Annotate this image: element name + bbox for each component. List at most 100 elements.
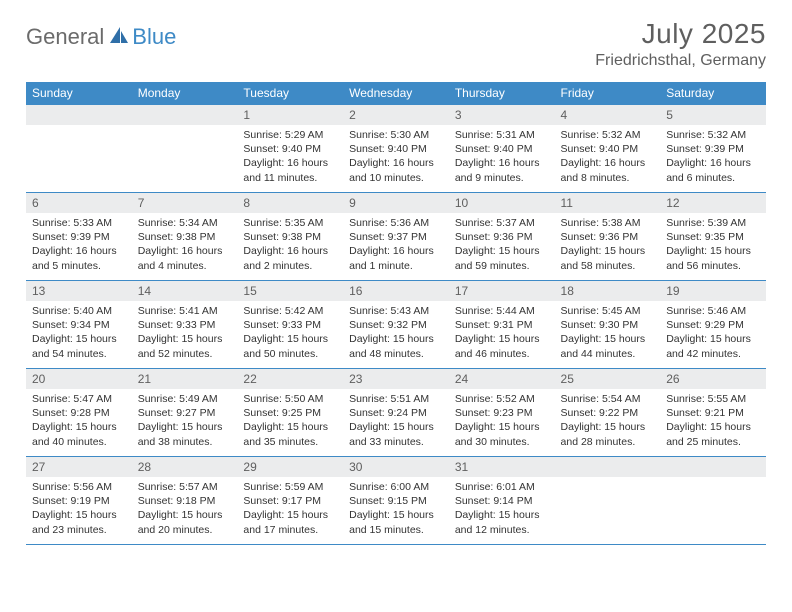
cell-body: Sunrise: 5:35 AMSunset: 9:38 PMDaylight:… — [237, 213, 343, 279]
cell-body: Sunrise: 5:32 AMSunset: 9:39 PMDaylight:… — [660, 125, 766, 191]
calendar-cell: 21Sunrise: 5:49 AMSunset: 9:27 PMDayligh… — [132, 369, 238, 457]
weekday-header: Friday — [555, 82, 661, 105]
sunrise-line: Sunrise: 5:36 AM — [349, 216, 443, 230]
sunrise-line: Sunrise: 5:55 AM — [666, 392, 760, 406]
sunrise-line: Sunrise: 5:38 AM — [561, 216, 655, 230]
sunset-line: Sunset: 9:36 PM — [455, 230, 549, 244]
sunrise-line: Sunrise: 5:32 AM — [666, 128, 760, 142]
sunset-line: Sunset: 9:19 PM — [32, 494, 126, 508]
sunset-line: Sunset: 9:40 PM — [455, 142, 549, 156]
sunset-line: Sunset: 9:38 PM — [138, 230, 232, 244]
sunrise-line: Sunrise: 5:50 AM — [243, 392, 337, 406]
sunset-line: Sunset: 9:40 PM — [243, 142, 337, 156]
daylight-line: Daylight: 15 hours and 38 minutes. — [138, 420, 232, 448]
day-number: 28 — [132, 457, 238, 477]
sunrise-line: Sunrise: 5:30 AM — [349, 128, 443, 142]
day-number: 22 — [237, 369, 343, 389]
sunset-line: Sunset: 9:14 PM — [455, 494, 549, 508]
daylight-line: Daylight: 15 hours and 58 minutes. — [561, 244, 655, 272]
calendar-cell: 27Sunrise: 5:56 AMSunset: 9:19 PMDayligh… — [26, 457, 132, 545]
sunrise-line: Sunrise: 6:00 AM — [349, 480, 443, 494]
calendar-cell — [132, 105, 238, 193]
day-number — [555, 457, 661, 477]
day-number: 26 — [660, 369, 766, 389]
calendar-cell: 22 Sunrise: 5:50 AMSunset: 9:25 PMDayligh… — [237, 369, 343, 457]
day-number: 5 — [660, 105, 766, 125]
brand-logo: General Blue — [26, 18, 176, 50]
daylight-line: Daylight: 15 hours and 25 minutes. — [666, 420, 760, 448]
daylight-line: Daylight: 15 hours and 42 minutes. — [666, 332, 760, 360]
calendar-cell: 24Sunrise: 5:52 AMSunset: 9:23 PMDayligh… — [449, 369, 555, 457]
daylight-line: Daylight: 15 hours and 33 minutes. — [349, 420, 443, 448]
daylight-line: Daylight: 15 hours and 20 minutes. — [138, 508, 232, 536]
calendar-cell: 5Sunrise: 5:32 AMSunset: 9:39 PMDaylight… — [660, 105, 766, 193]
calendar-week-row: 20Sunrise: 5:47 AMSunset: 9:28 PMDayligh… — [26, 369, 766, 457]
calendar-cell: 28Sunrise: 5:57 AMSunset: 9:18 PMDayligh… — [132, 457, 238, 545]
sunrise-line: Sunrise: 5:29 AM — [243, 128, 337, 142]
sunrise-line: Sunrise: 5:35 AM — [243, 216, 337, 230]
day-number: 2 — [343, 105, 449, 125]
calendar-cell — [26, 105, 132, 193]
calendar-cell: 23Sunrise: 5:51 AMSunset: 9:24 PMDayligh… — [343, 369, 449, 457]
cell-body: Sunrise: 5:41 AMSunset: 9:33 PMDaylight:… — [132, 301, 238, 367]
daylight-line: Daylight: 16 hours and 4 minutes. — [138, 244, 232, 272]
daylight-line: Daylight: 16 hours and 5 minutes. — [32, 244, 126, 272]
cell-body: Sunrise: 5:36 AMSunset: 9:37 PMDaylight:… — [343, 213, 449, 279]
daylight-line: Daylight: 15 hours and 46 minutes. — [455, 332, 549, 360]
daylight-line: Daylight: 15 hours and 50 minutes. — [243, 332, 337, 360]
day-number: 11 — [555, 193, 661, 213]
day-number — [660, 457, 766, 477]
calendar-cell: 29Sunrise: 5:59 AMSunset: 9:17 PMDayligh… — [237, 457, 343, 545]
calendar-cell: 20Sunrise: 5:47 AMSunset: 9:28 PMDayligh… — [26, 369, 132, 457]
day-number: 8 — [237, 193, 343, 213]
daylight-line: Daylight: 15 hours and 56 minutes. — [666, 244, 760, 272]
sunset-line: Sunset: 9:15 PM — [349, 494, 443, 508]
sunset-line: Sunset: 9:23 PM — [455, 406, 549, 420]
sunset-line: Sunset: 9:34 PM — [32, 318, 126, 332]
calendar-cell: 30Sunrise: 6:00 AMSunset: 9:15 PMDayligh… — [343, 457, 449, 545]
cell-body: Sunrise: 5:44 AMSunset: 9:31 PMDaylight:… — [449, 301, 555, 367]
sunrise-line: Sunrise: 5:47 AM — [32, 392, 126, 406]
calendar-cell — [660, 457, 766, 545]
daylight-line: Daylight: 16 hours and 8 minutes. — [561, 156, 655, 184]
cell-body: Sunrise: 5:52 AMSunset: 9:23 PMDaylight:… — [449, 389, 555, 455]
calendar-cell: 11Sunrise: 5:38 AMSunset: 9:36 PMDayligh… — [555, 193, 661, 281]
daylight-line: Daylight: 16 hours and 2 minutes. — [243, 244, 337, 272]
calendar-cell: 18Sunrise: 5:45 AMSunset: 9:30 PMDayligh… — [555, 281, 661, 369]
cell-body: Sunrise: 6:01 AMSunset: 9:14 PMDaylight:… — [449, 477, 555, 543]
sunrise-line: Sunrise: 5:49 AM — [138, 392, 232, 406]
sunset-line: Sunset: 9:27 PM — [138, 406, 232, 420]
daylight-line: Daylight: 15 hours and 28 minutes. — [561, 420, 655, 448]
daylight-line: Daylight: 16 hours and 6 minutes. — [666, 156, 760, 184]
sunrise-line: Sunrise: 6:01 AM — [455, 480, 549, 494]
day-number — [26, 105, 132, 125]
day-number — [132, 105, 238, 125]
sunset-line: Sunset: 9:17 PM — [243, 494, 337, 508]
sunrise-line: Sunrise: 5:56 AM — [32, 480, 126, 494]
daylight-line: Daylight: 15 hours and 48 minutes. — [349, 332, 443, 360]
calendar-week-row: 27Sunrise: 5:56 AMSunset: 9:19 PMDayligh… — [26, 457, 766, 545]
sunset-line: Sunset: 9:30 PM — [561, 318, 655, 332]
day-number: 20 — [26, 369, 132, 389]
calendar-page: General Blue July 2025 Friedrichsthal, G… — [0, 0, 792, 545]
day-number: 31 — [449, 457, 555, 477]
weekday-header: Wednesday — [343, 82, 449, 105]
calendar-week-row: 6Sunrise: 5:33 AMSunset: 9:39 PMDaylight… — [26, 193, 766, 281]
cell-body: Sunrise: 5:45 AMSunset: 9:30 PMDaylight:… — [555, 301, 661, 367]
sunset-line: Sunset: 9:22 PM — [561, 406, 655, 420]
cell-body — [132, 125, 238, 134]
sunrise-line: Sunrise: 5:40 AM — [32, 304, 126, 318]
cell-body: Sunrise: 5:42 AMSunset: 9:33 PMDaylight:… — [237, 301, 343, 367]
day-number: 23 — [343, 369, 449, 389]
calendar-cell: 3Sunrise: 5:31 AMSunset: 9:40 PMDaylight… — [449, 105, 555, 193]
sunset-line: Sunset: 9:24 PM — [349, 406, 443, 420]
daylight-line: Daylight: 15 hours and 35 minutes. — [243, 420, 337, 448]
daylight-line: Daylight: 15 hours and 59 minutes. — [455, 244, 549, 272]
cell-body: Sunrise: 5:56 AMSunset: 9:19 PMDaylight:… — [26, 477, 132, 543]
sunset-line: Sunset: 9:25 PM — [243, 406, 337, 420]
cell-body: Sunrise: 5:43 AMSunset: 9:32 PMDaylight:… — [343, 301, 449, 367]
weekday-header: Sunday — [26, 82, 132, 105]
sunrise-line: Sunrise: 5:41 AM — [138, 304, 232, 318]
sunset-line: Sunset: 9:18 PM — [138, 494, 232, 508]
daylight-line: Daylight: 15 hours and 23 minutes. — [32, 508, 126, 536]
